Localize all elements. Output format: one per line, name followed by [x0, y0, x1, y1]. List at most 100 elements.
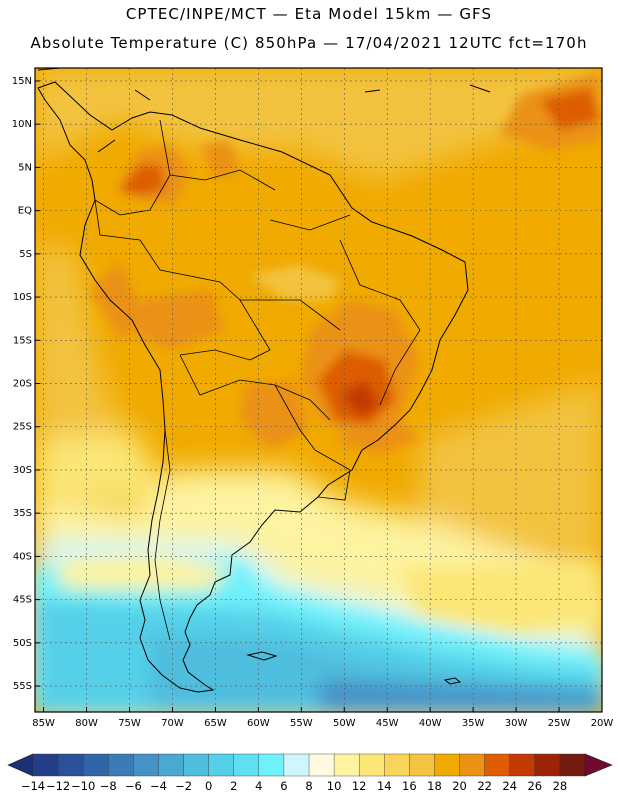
lat-tick-label: 15S: [13, 335, 32, 346]
ecuador-peru-border: [94, 199, 161, 271]
lat-tick-label: 55S: [13, 681, 32, 692]
colorbar-cell: [333, 753, 360, 777]
lon-tick-label: 50W: [333, 718, 356, 729]
lon-tick-label: 25W: [548, 718, 571, 729]
colorbar-label: −6: [125, 779, 142, 793]
lon-tick-label: 80W: [75, 718, 98, 729]
lon-tick-label: 85W: [32, 718, 55, 729]
colorbar: −14 −12 −10 −8 −6 −4 −2 0 2 4 6 8 10 12 14 16 18 20 22 24 26…: [7, 753, 613, 793]
grid-lines: [35, 68, 603, 712]
temperature-map: 15N 10N 5N EQ 5S 10S 15S 20S 25S 30S 35S 40S 45S 50S 5…: [12, 67, 613, 729]
colorbar-cell: [32, 753, 59, 777]
lat-tick-label: 40S: [13, 551, 32, 562]
lat-tick-label: 45S: [13, 595, 32, 606]
colorbar-cell: [208, 753, 235, 777]
colorbar-label: −14: [21, 779, 45, 793]
chart-subtitle: Absolute Temperature (C) 850hPa — 17/04/…: [30, 34, 588, 52]
temperature-field: [35, 68, 602, 712]
colorbar-cell: [534, 753, 561, 777]
latitude-axis: 15N 10N 5N EQ 5S 10S 15S 20S 25S 30S 35S 40S 45S 50S 5…: [12, 76, 40, 692]
colorbar-label: 16: [402, 779, 417, 793]
lat-tick-label: 25S: [13, 422, 32, 433]
island-coastline: [364, 84, 491, 93]
colorbar-cell: [258, 753, 285, 777]
brazil-state-borders-west: [240, 299, 341, 331]
lon-tick-label: 30W: [505, 718, 528, 729]
chart-title: CPTEC/INPE/MCT — Eta Model 15km — GFS: [125, 5, 493, 23]
colorbar-cell: [57, 753, 84, 777]
map-frame: [34, 67, 603, 713]
venezuela-border: [169, 169, 276, 191]
colorbar-cell: [133, 753, 159, 777]
lat-tick-label: 15N: [12, 76, 32, 87]
colorbar-under-arrow: [7, 753, 34, 777]
colorbar-label: 6: [280, 779, 287, 793]
colorbar-label: 12: [352, 779, 367, 793]
lat-tick-label: 30S: [13, 465, 32, 476]
lat-tick-label: 5N: [18, 162, 32, 173]
lon-tick-label: 55W: [290, 718, 313, 729]
colorbar-cell: [358, 753, 385, 777]
longitude-axis: 85W 80W 75W 70W 65W 60W 55W 50W 45W 40W 35W 30W 25W 2…: [32, 707, 613, 729]
colorbar-cell: [158, 753, 185, 777]
colorbar-label: 18: [427, 779, 442, 793]
country-borders: [94, 119, 421, 641]
colombia-border: [94, 119, 171, 216]
lon-tick-label: 75W: [118, 718, 141, 729]
colorbar-label: −12: [46, 779, 70, 793]
lat-tick-label: 10N: [12, 119, 32, 130]
colorbar-label: 8: [305, 779, 312, 793]
colorbar-label: −4: [150, 779, 167, 793]
colorbar-over-arrow: [584, 753, 613, 777]
lat-tick-label: 35S: [13, 508, 32, 519]
lon-tick-label: 70W: [161, 718, 184, 729]
colorbar-label: 10: [327, 779, 342, 793]
lon-tick-label: 45W: [376, 718, 399, 729]
paraguay-border: [274, 384, 316, 451]
colorbar-label: −10: [71, 779, 95, 793]
uruguay-border: [314, 449, 351, 501]
falklands-outline: [246, 651, 278, 661]
colorbar-label: 2: [230, 779, 237, 793]
colorbar-cell: [283, 753, 310, 777]
colorbar-label: 20: [452, 779, 467, 793]
peru-bolivia-border: [159, 269, 271, 361]
south-georgia-outline: [443, 677, 462, 685]
chile-argentina-border: [154, 429, 171, 641]
colorbar-cells: [7, 753, 613, 777]
brazil-state-borders: [339, 239, 421, 406]
colorbar-cell: [308, 753, 335, 777]
colorbar-label: 28: [553, 779, 568, 793]
colorbar-cell: [384, 753, 410, 777]
colorbar-cell: [559, 753, 586, 777]
colorbar-label: 26: [527, 779, 542, 793]
colorbar-cell: [459, 753, 486, 777]
colorbar-label: 4: [255, 779, 262, 793]
lat-tick-label: 50S: [13, 638, 32, 649]
lon-tick-label: 40W: [419, 718, 442, 729]
lat-tick-label: EQ: [18, 206, 32, 217]
colorbar-label: 24: [502, 779, 517, 793]
colorbar-cell: [108, 753, 134, 777]
colorbar-cell: [509, 753, 536, 777]
field-mid-zones: [35, 556, 602, 712]
colorbar-label: −8: [100, 779, 117, 793]
field-hot-spots: [90, 72, 602, 455]
bolivia-south-border: [179, 354, 331, 421]
south-america-coastline: [37, 81, 469, 693]
lon-tick-label: 60W: [247, 718, 270, 729]
lat-tick-label: 10S: [13, 292, 32, 303]
guianas-border: [269, 214, 351, 231]
colorbar-label: 22: [477, 779, 492, 793]
colorbar-cell: [233, 753, 260, 777]
coastline-layer: [37, 68, 491, 693]
lon-tick-label: 65W: [204, 718, 227, 729]
lon-tick-label: 20W: [591, 718, 614, 729]
lat-tick-label: 20S: [13, 379, 32, 390]
colorbar-cell: [409, 753, 435, 777]
colorbar-label: 0: [205, 779, 212, 793]
colorbar-cell: [484, 753, 511, 777]
colorbar-cell: [82, 753, 109, 777]
colorbar-cell: [434, 753, 461, 777]
